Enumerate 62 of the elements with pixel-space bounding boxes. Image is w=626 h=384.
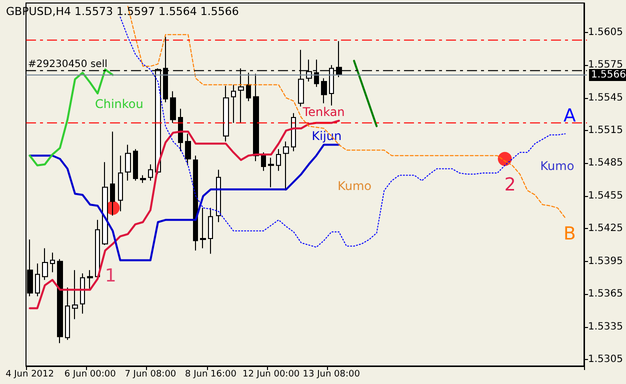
annotation: 1 <box>104 266 116 286</box>
candlestick <box>110 131 115 216</box>
candlestick <box>231 84 236 124</box>
ref-line-label: #29230450 sell <box>28 59 108 70</box>
x-tick-label: 4 Jun 2012 <box>6 370 54 380</box>
candlestick <box>253 73 259 162</box>
candlestick <box>321 78 327 104</box>
candlestick <box>125 144 131 182</box>
candlestick <box>283 140 289 191</box>
x-tick-label: 12 Jun 00:00 <box>242 370 300 380</box>
candlestick <box>200 207 206 249</box>
y-tick-label: 1.5365 <box>588 288 624 300</box>
candlestick <box>193 155 198 251</box>
y-tick-label: 1.5485 <box>588 158 624 169</box>
candlestick <box>185 133 191 166</box>
candlestick <box>42 248 48 280</box>
candlestick <box>170 90 176 124</box>
ref-line-label: 1.5566 <box>591 69 626 80</box>
x-tick-label: 7 Jun 08:00 <box>124 370 176 380</box>
candlestick <box>261 152 266 172</box>
y-tick-label: 1.5395 <box>588 256 624 267</box>
candlestick <box>133 148 138 182</box>
candlestick <box>95 219 100 278</box>
candlestick <box>50 252 55 273</box>
candlestick <box>216 169 221 223</box>
series-label: Tenkan <box>302 105 345 119</box>
x-tick-label: 8 Jun 16:00 <box>185 370 237 380</box>
candlestick <box>246 72 251 102</box>
candlestick <box>291 112 296 152</box>
y-tick-label: 1.5455 <box>588 190 624 202</box>
candlestick <box>65 287 70 340</box>
series-label: Chinkou <box>94 97 144 111</box>
y-tick-label: 1.5515 <box>588 125 624 136</box>
y-tick-label: 1.5605 <box>588 26 624 38</box>
line-series <box>28 144 340 262</box>
candlestick <box>72 270 78 320</box>
series-label: A <box>564 106 577 126</box>
candlestick <box>208 207 213 254</box>
candlestick <box>276 148 281 172</box>
candlestick <box>140 174 146 184</box>
candlestick <box>87 270 93 290</box>
candlestick <box>148 164 153 182</box>
y-tick-label: 1.5305 <box>588 354 624 365</box>
x-tick-label: 6 Jun 00:00 <box>64 370 116 380</box>
annotation: 2 <box>504 174 516 196</box>
y-tick-label: 1.5545 <box>588 92 624 104</box>
candlestick <box>223 85 229 142</box>
candlestick <box>57 258 63 344</box>
candlestick <box>35 263 40 297</box>
annotation: Kumo <box>338 179 372 193</box>
line-series <box>28 120 340 310</box>
x-tick-label: 13 Jun 08:00 <box>302 370 360 380</box>
candlestick <box>118 155 123 212</box>
y-tick-label: 1.5425 <box>588 223 624 234</box>
annotation: Kumo <box>540 159 574 173</box>
candlestick <box>80 272 85 314</box>
candlestick <box>268 157 274 188</box>
line-series <box>353 60 378 128</box>
series-label: B <box>564 224 576 244</box>
y-tick-label: 1.5335 <box>588 321 624 332</box>
candlestick <box>102 162 108 246</box>
y-tick-label: 1.5575 <box>588 60 624 71</box>
